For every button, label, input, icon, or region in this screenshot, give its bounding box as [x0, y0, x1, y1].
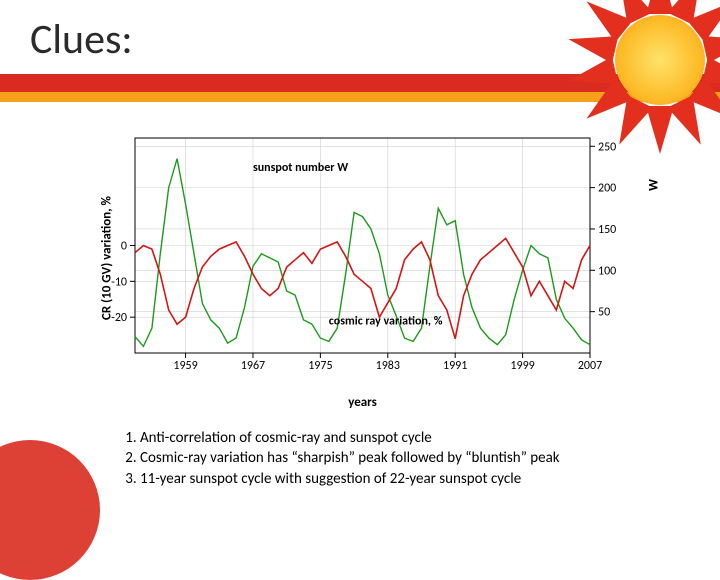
svg-text:1975: 1975: [308, 359, 332, 373]
svg-text:200: 200: [598, 182, 616, 196]
y-axis-left-label: CR (10 GV) variation, %: [100, 196, 115, 320]
svg-text:100: 100: [598, 264, 616, 278]
y-axis-right-label: W: [647, 179, 662, 191]
svg-text:150: 150: [598, 223, 616, 237]
clue-item: Anti-correlation of cosmic-ray and sunsp…: [140, 428, 658, 448]
chart-container: CR (10 GV) variation, % W years sunspot …: [95, 128, 630, 388]
svg-text:1999: 1999: [510, 359, 534, 373]
sun-ray-icon: [646, 106, 674, 154]
chart-svg: sunspot number W cosmic ray variation, % 1…: [95, 128, 630, 388]
x-axis-label: years: [348, 395, 377, 410]
clue-list: Anti-correlation of cosmic-ray and sunsp…: [118, 428, 658, 489]
svg-text:1967: 1967: [241, 359, 265, 373]
page-title: Clues:: [30, 14, 133, 65]
svg-text:250: 250: [598, 140, 616, 154]
svg-text:cosmic ray variation, %: cosmic ray variation, %: [329, 314, 443, 328]
svg-text:1983: 1983: [376, 359, 400, 373]
svg-text:50: 50: [598, 306, 610, 320]
corner-accent: [0, 440, 100, 580]
svg-text:2007: 2007: [578, 359, 602, 373]
svg-text:1959: 1959: [173, 359, 197, 373]
svg-text:0: 0: [121, 240, 127, 254]
svg-text:sunspot number W: sunspot number W: [253, 161, 348, 175]
svg-text:1991: 1991: [443, 359, 467, 373]
clue-item: 11-year sunspot cycle with suggestion of…: [140, 469, 658, 489]
clue-item: Cosmic-ray variation has “sharpish” peak…: [140, 448, 658, 468]
sun-core-icon: [615, 15, 705, 105]
